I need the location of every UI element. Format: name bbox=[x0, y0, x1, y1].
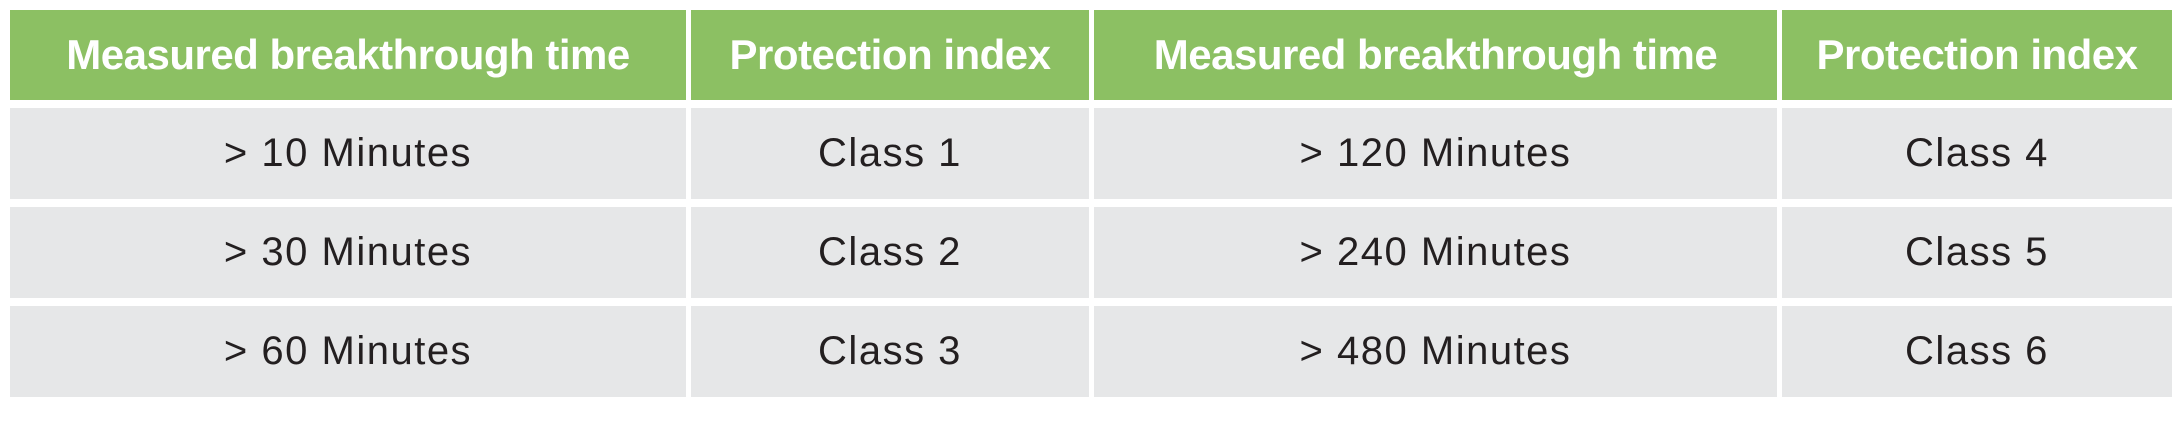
table-grid: Measured breakthrough time Protection in… bbox=[10, 10, 2172, 397]
cell-protection-class: Class 1 bbox=[691, 108, 1089, 199]
cell-protection-class: Class 2 bbox=[691, 207, 1089, 298]
cell-protection-class: Class 4 bbox=[1782, 108, 2172, 199]
cell-breakthrough-time: > 60 Minutes bbox=[10, 306, 686, 397]
cell-breakthrough-time: > 30 Minutes bbox=[10, 207, 686, 298]
cell-breakthrough-time: > 10 Minutes bbox=[10, 108, 686, 199]
column-header-protection-index-2: Protection index bbox=[1782, 10, 2172, 100]
cell-breakthrough-time: > 120 Minutes bbox=[1094, 108, 1777, 199]
cell-breakthrough-time: > 240 Minutes bbox=[1094, 207, 1777, 298]
cell-protection-class: Class 3 bbox=[691, 306, 1089, 397]
column-header-measured-breakthrough-time-1: Measured breakthrough time bbox=[10, 10, 686, 100]
protection-index-table: Measured breakthrough time Protection in… bbox=[10, 10, 2172, 397]
column-header-measured-breakthrough-time-2: Measured breakthrough time bbox=[1094, 10, 1777, 100]
cell-breakthrough-time: > 480 Minutes bbox=[1094, 306, 1777, 397]
cell-protection-class: Class 6 bbox=[1782, 306, 2172, 397]
cell-protection-class: Class 5 bbox=[1782, 207, 2172, 298]
column-header-protection-index-1: Protection index bbox=[691, 10, 1089, 100]
